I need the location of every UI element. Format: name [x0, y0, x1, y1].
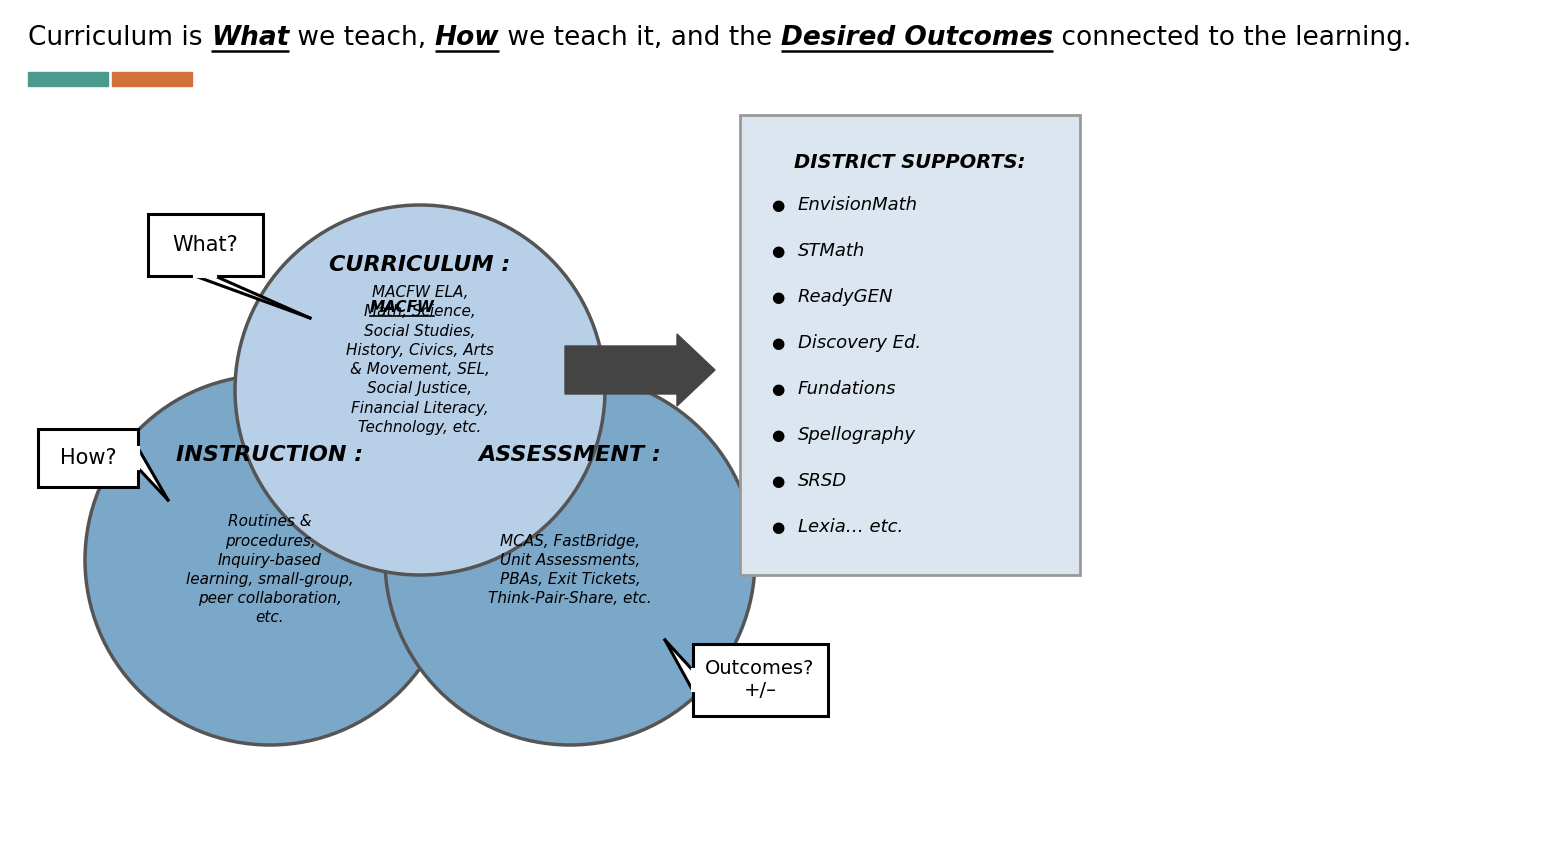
Polygon shape [194, 276, 309, 318]
FancyBboxPatch shape [693, 644, 827, 716]
Text: Lexia… etc.: Lexia… etc. [799, 518, 903, 536]
Circle shape [385, 375, 755, 745]
Text: we teach it, and the: we teach it, and the [499, 25, 780, 51]
Text: ●: ● [771, 243, 785, 258]
FancyBboxPatch shape [740, 115, 1080, 575]
Circle shape [235, 205, 605, 575]
Text: ●: ● [771, 290, 785, 305]
Bar [112, 72, 193, 86]
Text: Routines &
procedures,
Inquiry-based
learning, small-group,
peer collaboration,
: Routines & procedures, Inquiry-based lea… [186, 514, 354, 626]
Text: MACFW: MACFW [370, 301, 435, 316]
Text: we teach,: we teach, [289, 25, 435, 51]
Text: ReadyGEN: ReadyGEN [799, 288, 894, 306]
Bar [28, 72, 107, 86]
Text: Spellography: Spellography [799, 426, 915, 444]
Text: STMath: STMath [799, 242, 866, 260]
Circle shape [85, 375, 455, 745]
Text: ASSESSMENT :: ASSESSMENT : [479, 445, 662, 465]
Text: MACFW ELA,
Math, Science,
Social Studies,
History, Civics, Arts
& Movement, SEL,: MACFW ELA, Math, Science, Social Studies… [347, 285, 494, 434]
Text: ●: ● [771, 198, 785, 212]
Text: SRSD: SRSD [799, 472, 847, 490]
Polygon shape [665, 640, 693, 690]
Text: Outcomes?
+/–: Outcomes? +/– [706, 659, 814, 701]
Text: ●: ● [771, 473, 785, 488]
Text: DISTRICT SUPPORTS:: DISTRICT SUPPORTS: [794, 153, 1026, 173]
Text: Curriculum is: Curriculum is [28, 25, 211, 51]
Text: MCAS, FastBridge,
Unit Assessments,
PBAs, Exit Tickets,
Think-Pair-Share, etc.: MCAS, FastBridge, Unit Assessments, PBAs… [488, 534, 651, 606]
Text: INSTRUCTION :: INSTRUCTION : [177, 445, 364, 465]
Text: Discovery Ed.: Discovery Ed. [799, 334, 922, 352]
Polygon shape [138, 448, 168, 500]
FancyBboxPatch shape [37, 429, 138, 487]
Text: What?: What? [172, 235, 238, 255]
Text: connected to the learning.: connected to the learning. [1054, 25, 1411, 51]
Text: How: How [435, 25, 499, 51]
Text: What: What [211, 25, 289, 51]
Text: ●: ● [771, 335, 785, 350]
Text: Fundations: Fundations [799, 380, 897, 398]
FancyBboxPatch shape [148, 214, 263, 276]
Text: EnvisionMath: EnvisionMath [799, 196, 918, 214]
Text: CURRICULUM :: CURRICULUM : [329, 255, 511, 275]
FancyArrow shape [566, 334, 715, 406]
Text: Desired Outcomes: Desired Outcomes [780, 25, 1054, 51]
Text: ●: ● [771, 428, 785, 443]
Text: ●: ● [771, 520, 785, 535]
Text: ●: ● [771, 381, 785, 397]
Text: How?: How? [59, 448, 117, 468]
